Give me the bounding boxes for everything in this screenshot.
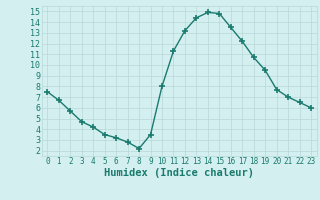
X-axis label: Humidex (Indice chaleur): Humidex (Indice chaleur)	[104, 168, 254, 178]
